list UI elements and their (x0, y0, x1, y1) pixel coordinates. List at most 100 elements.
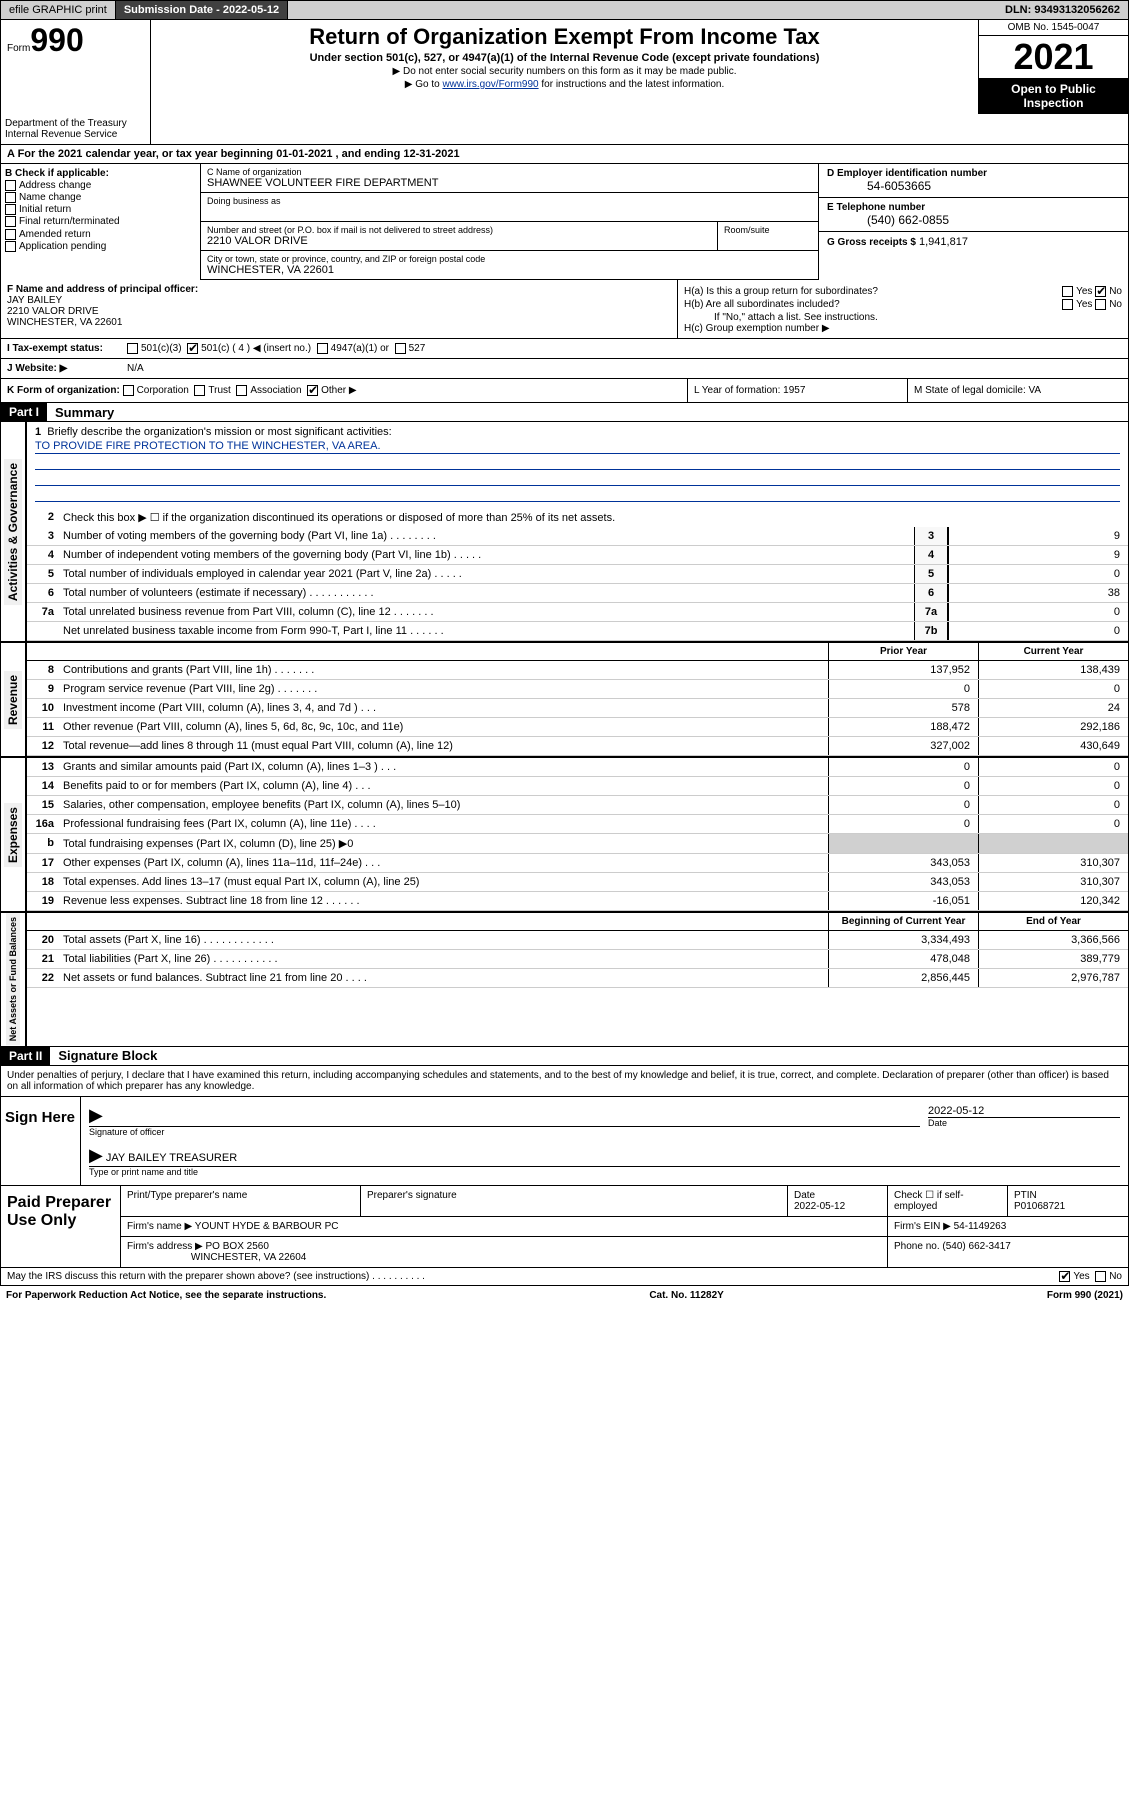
chk-application-pending[interactable]: Application pending (5, 241, 196, 252)
website: N/A (127, 363, 144, 374)
chk-address-change[interactable]: Address change (5, 180, 196, 191)
ha-yes-checkbox[interactable] (1062, 286, 1073, 297)
cat-no: Cat. No. 11282Y (649, 1290, 723, 1301)
line2: Check this box ▶ ☐ if the organization d… (57, 508, 1128, 527)
org-name: SHAWNEE VOLUNTEER FIRE DEPARTMENT (207, 177, 812, 189)
hb-yes-checkbox[interactable] (1062, 299, 1073, 310)
form-word: Form (7, 43, 30, 54)
line-item: 16aProfessional fundraising fees (Part I… (27, 815, 1128, 834)
chk-527[interactable] (395, 343, 406, 354)
discuss-row: May the IRS discuss this return with the… (0, 1268, 1129, 1286)
col-begin: Beginning of Current Year (828, 913, 978, 931)
form-number-box: Form990 (1, 20, 151, 114)
part-ii-badge: Part II (1, 1047, 50, 1065)
addr-label: Number and street (or P.O. box if mail i… (207, 225, 711, 235)
line-item: 9Program service revenue (Part VIII, lin… (27, 680, 1128, 699)
line-item: 11Other revenue (Part VIII, column (A), … (27, 718, 1128, 737)
declaration: Under penalties of perjury, I declare th… (0, 1066, 1129, 1097)
hb-label: H(b) Are all subordinates included? (684, 299, 840, 310)
chk-corporation[interactable] (123, 385, 134, 396)
tab-expenses: Expenses (1, 758, 27, 911)
chk-association[interactable] (236, 385, 247, 396)
discuss-no[interactable] (1095, 1271, 1106, 1282)
mission-blank-1 (35, 456, 1120, 470)
hb-note: If "No," attach a list. See instructions… (684, 312, 1122, 323)
section-de: D Employer identification number 54-6053… (818, 164, 1128, 280)
phone-label: E Telephone number (827, 202, 1120, 213)
sig-date: 2022-05-12 (928, 1105, 1120, 1117)
chk-amended[interactable]: Amended return (5, 229, 196, 240)
tab-revenue: Revenue (1, 643, 27, 756)
part-i-header: Part I Summary (0, 403, 1129, 422)
mission-blank-2 (35, 472, 1120, 486)
form-header: Form990 Return of Organization Exempt Fr… (0, 20, 1129, 114)
firm-name-row: Firm's name ▶ YOUNT HYDE & BARBOUR PC Fi… (121, 1217, 1128, 1237)
tab-governance: Activities & Governance (1, 422, 27, 641)
ein-label: D Employer identification number (827, 168, 1120, 179)
section-h: H(a) Is this a group return for subordin… (678, 280, 1128, 338)
line-item: 15Salaries, other compensation, employee… (27, 796, 1128, 815)
firm-name: YOUNT HYDE & BARBOUR PC (195, 1221, 339, 1232)
line-item: 3Number of voting members of the governi… (27, 527, 1128, 546)
chk-4947[interactable] (317, 343, 328, 354)
ha-label: H(a) Is this a group return for subordin… (684, 286, 878, 297)
ha-no-checkbox[interactable] (1095, 286, 1106, 297)
mission-text: TO PROVIDE FIRE PROTECTION TO THE WINCHE… (35, 440, 1120, 454)
chk-501c[interactable] (187, 343, 198, 354)
chk-501c3[interactable] (127, 343, 138, 354)
line-item: 20Total assets (Part X, line 16) . . . .… (27, 931, 1128, 950)
org-name-label: C Name of organization (207, 167, 812, 177)
discuss-label: May the IRS discuss this return with the… (7, 1271, 425, 1282)
gross-receipts: 1,941,817 (919, 236, 968, 248)
top-bar: efile GRAPHIC print Submission Date - 20… (0, 0, 1129, 20)
ptin: P01068721 (1014, 1201, 1065, 1212)
mission-blank-3 (35, 488, 1120, 502)
form-title: Return of Organization Exempt From Incom… (155, 24, 974, 50)
line-item: 17Other expenses (Part IX, column (A), l… (27, 854, 1128, 873)
hc-label: H(c) Group exemption number ▶ (684, 323, 1122, 334)
line-item: 18Total expenses. Add lines 13–17 (must … (27, 873, 1128, 892)
section-i: I Tax-exempt status: 501(c)(3) 501(c) ( … (0, 339, 1129, 359)
line-item: bTotal fundraising expenses (Part IX, co… (27, 834, 1128, 854)
col-prior: Prior Year (828, 643, 978, 661)
discuss-yes[interactable] (1059, 1271, 1070, 1282)
sign-here: Sign Here (1, 1097, 81, 1185)
tab-balances: Net Assets or Fund Balances (1, 913, 27, 1045)
form-number: 990 (30, 22, 83, 58)
note-2-prefix: ▶ Go to (405, 79, 443, 90)
k-label: K Form of organization: (7, 385, 120, 396)
dba-label: Doing business as (207, 196, 812, 206)
dba (207, 206, 812, 218)
line-item: 12Total revenue—add lines 8 through 11 (… (27, 737, 1128, 756)
col-end: End of Year (978, 913, 1128, 931)
rev-col-headers: Prior Year Current Year (27, 643, 1128, 661)
signature-area: ▶ Signature of officer 2022-05-12 Date ▶… (81, 1097, 1128, 1185)
room-label: Room/suite (724, 225, 812, 235)
ein: 54-6053665 (827, 179, 1120, 193)
chk-other[interactable] (307, 385, 318, 396)
officer-city: WINCHESTER, VA 22601 (7, 317, 671, 328)
chk-initial-return[interactable]: Initial return (5, 204, 196, 215)
section-m: M State of legal domicile: VA (908, 379, 1128, 402)
hb-no-checkbox[interactable] (1095, 299, 1106, 310)
officer-label: F Name and address of principal officer: (7, 284, 671, 295)
paid-preparer-label: Paid Preparer Use Only (1, 1186, 121, 1267)
chk-final-return[interactable]: Final return/terminated (5, 216, 196, 227)
preparer-block: Paid Preparer Use Only Print/Type prepar… (0, 1186, 1129, 1268)
officer-addr: 2210 VALOR DRIVE (7, 306, 671, 317)
chk-trust[interactable] (194, 385, 205, 396)
note-2-suffix: for instructions and the latest informat… (539, 79, 725, 90)
col-current: Current Year (978, 643, 1128, 661)
section-b-heading: B Check if applicable: (5, 168, 196, 179)
line-item: 5Total number of individuals employed in… (27, 565, 1128, 584)
line-item: 14Benefits paid to or for members (Part … (27, 777, 1128, 796)
line1-label: Briefly describe the organization's miss… (47, 426, 391, 438)
section-j: J Website: ▶ N/A (0, 359, 1129, 379)
line-item: 8Contributions and grants (Part VIII, li… (27, 661, 1128, 680)
tax-period: A For the 2021 calendar year, or tax yea… (0, 145, 1129, 164)
irs-link[interactable]: www.irs.gov/Form990 (442, 79, 538, 90)
chk-name-change[interactable]: Name change (5, 192, 196, 203)
city: WINCHESTER, VA 22601 (207, 264, 812, 276)
paperwork-row: For Paperwork Reduction Act Notice, see … (0, 1286, 1129, 1305)
note-1: ▶ Do not enter social security numbers o… (155, 66, 974, 77)
